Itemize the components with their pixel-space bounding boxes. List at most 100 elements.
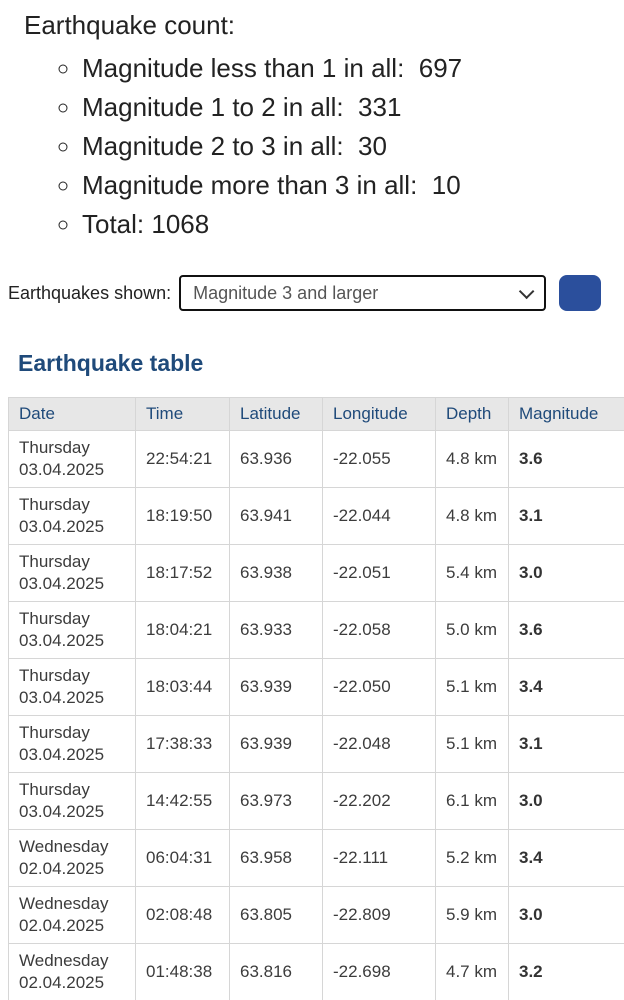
- cell-day: Thursday: [19, 780, 90, 799]
- table-row: Thursday 03.04.2025 18:04:21 63.933 -22.058 5…: [8, 601, 624, 659]
- cell-magnitude: 3.6: [508, 430, 624, 488]
- cell-depth: 5.9 km: [435, 886, 509, 944]
- filter-row: Earthquakes shown: Magnitude 3 and large…: [0, 274, 624, 312]
- earthquake-table: Date Time Latitude Longitude Depth Magni…: [8, 397, 624, 1000]
- cell-time: 18:17:52: [135, 544, 230, 602]
- cell-time: 18:19:50: [135, 487, 230, 545]
- table-header-row: Date Time Latitude Longitude Depth Magni…: [8, 397, 624, 431]
- cell-day: Thursday: [19, 495, 90, 514]
- cell-longitude: -22.111: [322, 829, 436, 887]
- earthquake-table-title: Earthquake table: [18, 350, 204, 376]
- cell-date-value: 02.04.2025: [19, 916, 105, 935]
- cell-day: Thursday: [19, 552, 90, 571]
- cell-depth: 5.2 km: [435, 829, 509, 887]
- cell-magnitude: 3.0: [508, 544, 624, 602]
- cell-date-value: 02.04.2025: [19, 973, 105, 992]
- cell-latitude: 63.973: [229, 772, 323, 830]
- cell-date-value: 03.04.2025: [19, 517, 105, 536]
- cell-time: 02:08:48: [135, 886, 230, 944]
- cell-depth: 6.1 km: [435, 772, 509, 830]
- count-item-mag-gt3: Magnitude more than 3 in all: 10: [82, 166, 624, 205]
- cell-latitude: 63.941: [229, 487, 323, 545]
- cell-longitude: -22.698: [322, 943, 436, 1000]
- header-time: Time: [135, 397, 230, 431]
- cell-date-value: 03.04.2025: [19, 745, 105, 764]
- cell-day: Thursday: [19, 723, 90, 742]
- cell-time: 18:03:44: [135, 658, 230, 716]
- cell-depth: 4.8 km: [435, 487, 509, 545]
- cell-date-value: 03.04.2025: [19, 688, 105, 707]
- cell-date-value: 03.04.2025: [19, 802, 105, 821]
- header-date: Date: [8, 397, 136, 431]
- table-row: Wednesday 02.04.2025 06:04:31 63.958 -22.111…: [8, 829, 624, 887]
- cell-depth: 4.8 km: [435, 430, 509, 488]
- count-item-mag-1to2: Magnitude 1 to 2 in all: 331: [82, 88, 624, 127]
- chevron-down-icon: [518, 283, 535, 299]
- cell-day: Thursday: [19, 438, 90, 457]
- cell-magnitude: 3.6: [508, 601, 624, 659]
- cell-date: Thursday 03.04.2025: [8, 658, 136, 716]
- table-row: Thursday 03.04.2025 18:03:44 63.939 -22.050 5…: [8, 658, 624, 716]
- cell-day: Wednesday: [19, 894, 109, 913]
- cell-latitude: 63.936: [229, 430, 323, 488]
- cell-magnitude: 3.4: [508, 829, 624, 887]
- cell-longitude: -22.055: [322, 430, 436, 488]
- table-row: Thursday 03.04.2025 18:19:50 63.941 -22.044 4…: [8, 487, 624, 545]
- cell-time: 14:42:55: [135, 772, 230, 830]
- cell-longitude: -22.809: [322, 886, 436, 944]
- cell-latitude: 63.805: [229, 886, 323, 944]
- table-row: Thursday 03.04.2025 14:42:55 63.973 -22.202 6…: [8, 772, 624, 830]
- header-latitude: Latitude: [229, 397, 323, 431]
- count-item-mag-lt1: Magnitude less than 1 in all: 697: [82, 49, 624, 88]
- earthquake-count-list: Magnitude less than 1 in all: 697 Magnit…: [24, 49, 624, 244]
- filter-apply-button[interactable]: [559, 275, 602, 311]
- cell-magnitude: 3.1: [508, 715, 624, 773]
- cell-latitude: 63.958: [229, 829, 323, 887]
- cell-date: Thursday 03.04.2025: [8, 772, 136, 830]
- cell-longitude: -22.202: [322, 772, 436, 830]
- cell-depth: 5.1 km: [435, 658, 509, 716]
- cell-date: Thursday 03.04.2025: [8, 487, 136, 545]
- cell-date: Wednesday 02.04.2025: [8, 943, 136, 1000]
- earthquake-table-body: Thursday 03.04.2025 22:54:21 63.936 -22.055 4…: [8, 430, 624, 1000]
- cell-date: Thursday 03.04.2025: [8, 601, 136, 659]
- header-longitude: Longitude: [322, 397, 436, 431]
- cell-time: 01:48:38: [135, 943, 230, 1000]
- cell-latitude: 63.938: [229, 544, 323, 602]
- cell-depth: 5.1 km: [435, 715, 509, 773]
- count-item-mag-2to3: Magnitude 2 to 3 in all: 30: [82, 127, 624, 166]
- cell-date: Thursday 03.04.2025: [8, 544, 136, 602]
- table-row: Thursday 03.04.2025 18:17:52 63.938 -22.051 5…: [8, 544, 624, 602]
- cell-magnitude: 3.1: [508, 487, 624, 545]
- earthquake-count-section: Earthquake count: Magnitude less than 1 …: [0, 0, 624, 244]
- cell-time: 22:54:21: [135, 430, 230, 488]
- earthquake-count-title: Earthquake count:: [24, 10, 236, 40]
- cell-latitude: 63.933: [229, 601, 323, 659]
- cell-longitude: -22.051: [322, 544, 436, 602]
- cell-date: Wednesday 02.04.2025: [8, 886, 136, 944]
- cell-depth: 5.0 km: [435, 601, 509, 659]
- table-row: Wednesday 02.04.2025 01:48:38 63.816 -22.698…: [8, 943, 624, 1000]
- cell-magnitude: 3.4: [508, 658, 624, 716]
- table-row: Wednesday 02.04.2025 02:08:48 63.805 -22.809…: [8, 886, 624, 944]
- cell-time: 06:04:31: [135, 829, 230, 887]
- count-item-total: Total: 1068: [82, 205, 624, 244]
- cell-day: Wednesday: [19, 951, 109, 970]
- cell-longitude: -22.044: [322, 487, 436, 545]
- cell-latitude: 63.816: [229, 943, 323, 1000]
- cell-longitude: -22.058: [322, 601, 436, 659]
- magnitude-filter-select[interactable]: Magnitude 3 and larger: [179, 275, 547, 311]
- cell-date-value: 02.04.2025: [19, 859, 105, 878]
- cell-day: Thursday: [19, 609, 90, 628]
- header-magnitude: Magnitude: [508, 397, 624, 431]
- cell-date: Wednesday 02.04.2025: [8, 829, 136, 887]
- cell-date: Thursday 03.04.2025: [8, 430, 136, 488]
- cell-depth: 4.7 km: [435, 943, 509, 1000]
- cell-date-value: 03.04.2025: [19, 460, 105, 479]
- cell-date-value: 03.04.2025: [19, 574, 105, 593]
- header-depth: Depth: [435, 397, 509, 431]
- cell-time: 17:38:33: [135, 715, 230, 773]
- filter-label: Earthquakes shown:: [8, 282, 172, 303]
- cell-date-value: 03.04.2025: [19, 631, 105, 650]
